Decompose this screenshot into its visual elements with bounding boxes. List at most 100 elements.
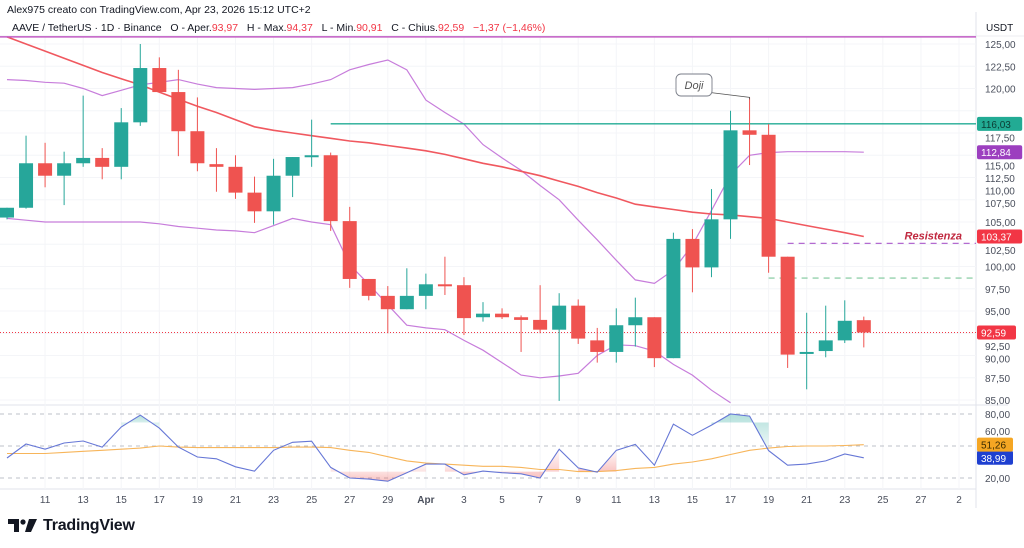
candle-body [476,313,490,318]
price-axis-tick-label: 102,50 [985,246,1016,257]
rsi-oversold-fill [578,450,617,473]
price-axis-tick-label: 120,00 [985,85,1016,96]
candle-body [0,207,14,218]
time-axis-tick-label: 17 [154,495,166,506]
candle-body [761,134,776,257]
high-label: H - Max. [246,22,287,34]
candle-body [361,278,376,296]
candle-body [323,155,338,222]
candle [552,293,567,401]
candle [304,119,319,167]
price-label-badge [977,325,1016,340]
price-label-text: 112,84 [981,148,1011,159]
candle [266,158,281,225]
moving-average-line [6,36,864,238]
candle-body [95,157,110,167]
low-label: L - Min. [321,22,357,34]
time-axis-tick-label: 11 [611,495,622,506]
price-axis-tick-label: 85,00 [985,396,1010,407]
candle [666,232,681,359]
candle [647,317,662,368]
candle [628,297,643,347]
candle-body [209,164,224,167]
resistance-label: Resistenza [905,230,962,242]
candle [95,148,110,180]
price-axis-tick-label: 115,00 [985,162,1015,173]
candle-body [399,295,414,310]
candle-body [552,305,567,330]
candle [380,286,395,334]
time-axis: 11 13 15 17 19 21 23 25 27 29 Apr 3 5 7 9 11 13 15 17 19 21 2… [40,495,962,506]
candle [152,57,167,93]
price-label-text: 103,37 [981,233,1012,244]
open-label: O - Aper. [170,22,212,34]
price-axis-tick-label: 87,50 [985,374,1010,385]
rsi-axis-tick-label: 60,00 [985,427,1010,438]
candle-body [837,320,852,341]
price-pane [0,36,976,404]
candle-body [76,157,91,164]
candle [609,308,624,363]
candle [114,108,129,180]
candle-body [266,175,281,212]
time-axis-tick-label: 17 [725,495,737,506]
time-axis-tick-label: 9 [575,495,581,506]
candle [837,300,852,344]
candle [571,299,586,344]
candle-body [228,166,243,193]
low-value: 90,91 [356,22,383,34]
rsi-axis-tick-label: 80,00 [985,410,1010,421]
candle [437,256,452,295]
candle [723,110,738,239]
price-label-badge [977,116,1023,131]
candle-body [533,319,548,330]
rsi-pane [0,413,976,482]
candle-body [609,325,624,352]
candle [742,97,757,166]
close-label: C - Chius. [391,22,438,34]
candle [476,302,490,322]
price-axis-tick-label: 107,50 [985,199,1016,210]
candle-body [704,219,719,268]
rsi-axis-tick-label: 20,00 [985,474,1010,485]
tradingview-logo[interactable]: TradingView [8,517,135,535]
candle [685,229,700,293]
price-axis-tick-label: 92,50 [985,342,1010,353]
price-axis-tick-label: 117,50 [985,133,1015,144]
candle [19,135,34,209]
candle-body [799,351,814,354]
time-axis-tick-label: 13 [78,495,90,506]
candle-body [571,305,586,339]
price-axis-tick-label: 90,00 [985,354,1010,365]
rsi-line [6,413,864,482]
candle-body [247,192,262,212]
candle [495,308,510,320]
rsi-value-label: 38,99 [981,454,1006,465]
symbol-name[interactable]: AAVE / TetherUS · 1D · Binance [12,22,162,34]
doji-callout-pointer [705,91,750,100]
doji-callout-label: Doji [685,80,705,92]
price-axis-tick-label: 95,00 [985,307,1010,318]
candle-body [780,256,795,355]
candle-body [285,157,300,176]
time-axis-tick-label: 19 [192,495,204,506]
time-axis-tick-label: 19 [763,495,775,506]
price-axis-tick-label: 112,50 [985,174,1015,185]
price-label-text: 92,59 [981,328,1006,339]
price-label-badge [977,229,1023,244]
rsi-ma-value-badge [977,437,1013,452]
candle [399,268,414,310]
time-axis-tick-label: 25 [306,495,318,506]
candle-body [856,320,871,333]
candle-body [514,317,529,320]
candle [514,315,529,352]
candle-body [590,340,605,352]
candle-body [152,68,167,93]
rsi-value-badge [977,450,1013,465]
candle [799,312,814,390]
close-value: 92,59 [437,22,465,34]
rsi-oversold-fill [444,464,483,475]
candle-body [647,317,662,359]
price-axis-tick-label: 105,00 [985,218,1016,229]
